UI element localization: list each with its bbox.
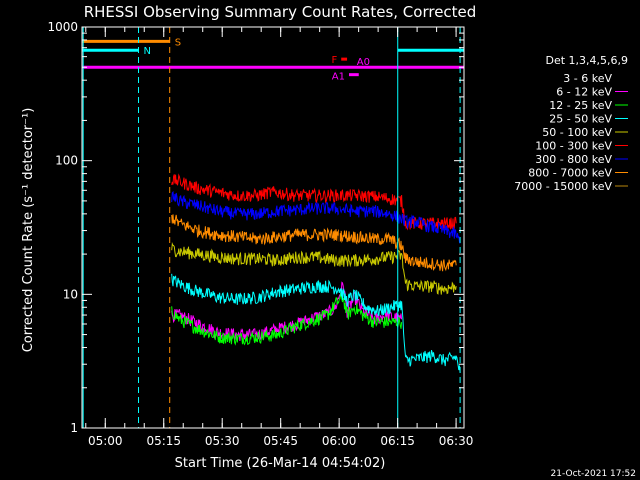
footer-timestamp: 21-Oct-2021 17:52 <box>551 469 636 479</box>
x-axis-label: Start Time (26-Mar-14 04:54:02) <box>175 456 386 471</box>
legend-entry-4: 25 - 50 keV <box>549 113 612 126</box>
x-tick-label: 06:30 <box>439 434 474 448</box>
y-tick-label: 1 <box>70 421 78 435</box>
legend-title: Det 1,3,4,5,6,9 <box>545 54 628 67</box>
y-tick-label: 100 <box>55 154 78 168</box>
x-tick-label: 06:00 <box>322 434 357 448</box>
flag-label-f: F <box>331 55 337 66</box>
x-tick-label: 05:15 <box>146 434 181 448</box>
vlines-layer <box>82 27 461 428</box>
legend-entry-5: 50 - 100 keV <box>542 126 612 139</box>
x-tick-label: 06:15 <box>380 434 415 448</box>
plot-frame <box>81 26 465 429</box>
legend-entry-8: 800 - 7000 keV <box>528 167 612 180</box>
y-tick-label: 1000 <box>47 20 78 34</box>
flag-label-n: N <box>144 46 151 57</box>
series-line-3 <box>171 291 403 346</box>
legend-entry-9: 7000 - 15000 keV <box>514 180 612 193</box>
flag-label-a0: A0 <box>357 57 370 68</box>
flag-label-a1: A1 <box>332 72 345 83</box>
series-line-7 <box>171 190 461 244</box>
x-tick-label: 05:30 <box>205 434 240 448</box>
legend-entry-7: 300 - 800 keV <box>535 153 612 166</box>
series-line-6 <box>171 173 457 231</box>
axes-layer: 1 10 100 1000 05:00 05:15 05:30 05:45 06:00 06:15… <box>47 20 473 448</box>
y-tick-label: 10 <box>63 287 78 301</box>
x-tick-label: 05:45 <box>263 434 298 448</box>
legend-entry-3: 12 - 25 keV <box>549 99 612 112</box>
x-tick-label: 05:00 <box>88 434 123 448</box>
flag-label-s: S <box>175 37 181 48</box>
chart-title: RHESSI Observing Summary Count Rates, Co… <box>84 3 477 21</box>
series-line-8 <box>171 214 457 272</box>
series-layer <box>171 126 461 373</box>
legend-entry-1: 3 - 6 keV <box>563 72 612 85</box>
series-line-5 <box>171 242 457 295</box>
series-line-4 <box>171 273 461 373</box>
legend-entry-2: 6 - 12 keV <box>556 86 612 99</box>
y-axis-label: Corrected Count Rate (s⁻¹ detector⁻¹) <box>21 108 36 353</box>
flags-layer: S N F A0 A1 <box>82 37 464 83</box>
legend-entry-6: 100 - 300 keV <box>535 140 612 153</box>
